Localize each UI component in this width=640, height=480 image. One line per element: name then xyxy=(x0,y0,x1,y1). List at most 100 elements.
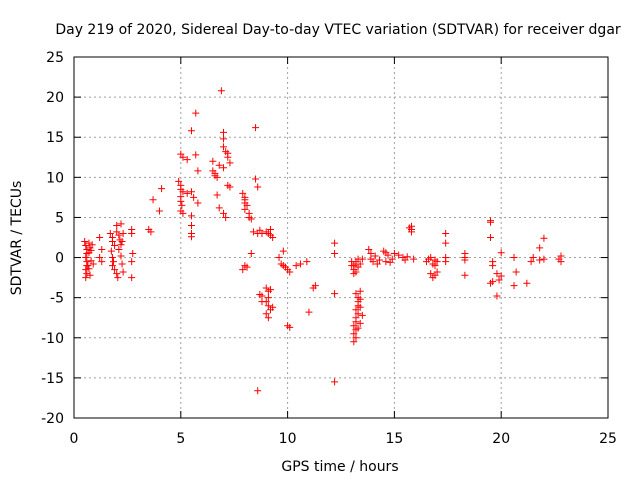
data-point xyxy=(352,306,360,314)
data-point xyxy=(113,270,121,278)
data-point xyxy=(194,167,202,175)
data-point xyxy=(433,268,441,276)
y-tick-label: 20 xyxy=(46,90,64,106)
data-point xyxy=(493,292,501,300)
y-tick-label: 15 xyxy=(46,130,64,146)
data-point xyxy=(147,228,155,236)
data-point xyxy=(365,246,373,254)
data-point xyxy=(187,127,195,135)
data-point xyxy=(118,238,126,246)
data-point xyxy=(497,272,505,280)
y-tick-label: -5 xyxy=(50,291,64,307)
data-point xyxy=(495,276,503,284)
data-point xyxy=(224,153,232,161)
data-point xyxy=(108,262,116,270)
data-point xyxy=(241,205,249,213)
axis-ticks: 0 5 10 15 20 25 -20 -15 -10 -5 0 5 10 15 20 25 xyxy=(41,50,617,447)
data-point xyxy=(247,215,255,223)
data-point xyxy=(461,271,469,279)
data-point xyxy=(262,298,270,306)
data-point xyxy=(117,220,125,228)
data-point xyxy=(226,183,234,191)
data-point xyxy=(286,268,294,276)
data-point xyxy=(85,239,93,247)
data-point xyxy=(286,323,294,331)
data-point xyxy=(213,191,221,199)
data-point xyxy=(118,260,126,268)
y-tick-label: -20 xyxy=(41,411,64,427)
x-tick-label: 10 xyxy=(279,431,297,447)
data-point xyxy=(390,250,398,258)
data-point xyxy=(247,250,255,258)
data-point xyxy=(243,263,251,271)
data-point xyxy=(178,201,186,209)
data-point xyxy=(369,258,377,266)
data-points xyxy=(81,87,565,395)
data-point xyxy=(382,249,390,257)
data-point xyxy=(86,271,94,279)
data-point xyxy=(461,256,469,264)
data-point xyxy=(96,254,104,262)
plot-frame xyxy=(73,56,609,419)
data-point xyxy=(356,260,364,268)
data-point xyxy=(264,294,272,302)
data-point xyxy=(179,209,187,217)
data-point xyxy=(292,262,300,270)
data-point xyxy=(155,207,163,215)
data-point xyxy=(358,311,366,319)
data-point xyxy=(129,250,137,258)
data-point xyxy=(158,185,166,193)
data-point xyxy=(187,188,195,196)
data-point xyxy=(177,197,185,205)
chart-title: Day 219 of 2020, Sidereal Day-to-day VTE… xyxy=(55,22,621,38)
data-point xyxy=(264,314,272,322)
data-point xyxy=(497,249,505,257)
data-point xyxy=(442,258,450,266)
data-point xyxy=(331,290,339,298)
y-tick-label: 0 xyxy=(55,251,64,267)
data-point xyxy=(356,287,364,295)
data-point xyxy=(117,241,125,249)
x-axis-title: GPS time / hours xyxy=(281,459,398,475)
data-point xyxy=(557,258,565,266)
x-tick-label: 5 xyxy=(176,431,185,447)
data-point xyxy=(249,228,257,236)
data-point xyxy=(350,322,358,330)
data-point xyxy=(88,241,96,249)
data-point xyxy=(82,254,90,262)
data-point xyxy=(352,334,360,342)
data-point xyxy=(523,279,531,287)
data-point xyxy=(529,254,537,262)
data-point xyxy=(187,221,195,229)
data-point xyxy=(87,246,95,254)
data-point xyxy=(267,286,275,294)
data-point xyxy=(192,151,200,159)
data-point xyxy=(354,324,362,332)
data-point xyxy=(220,135,228,143)
data-point xyxy=(89,260,97,268)
data-point xyxy=(527,258,535,266)
data-point xyxy=(114,274,122,282)
data-point xyxy=(275,254,283,262)
data-point xyxy=(107,247,115,255)
data-point xyxy=(382,258,390,266)
data-point xyxy=(352,290,360,298)
data-point xyxy=(84,262,92,270)
data-point xyxy=(354,255,362,263)
data-point xyxy=(510,282,518,290)
data-point xyxy=(209,157,217,165)
grid-lines xyxy=(74,57,608,418)
data-point xyxy=(375,256,383,264)
data-point xyxy=(487,218,495,226)
data-point xyxy=(356,319,364,327)
data-point xyxy=(215,161,223,169)
data-point xyxy=(187,233,195,241)
data-point xyxy=(262,310,270,318)
data-point xyxy=(331,250,339,258)
data-point xyxy=(350,338,358,346)
y-tick-label: -15 xyxy=(41,371,64,387)
data-point xyxy=(303,258,311,266)
data-point xyxy=(85,265,93,273)
data-point xyxy=(96,234,104,241)
